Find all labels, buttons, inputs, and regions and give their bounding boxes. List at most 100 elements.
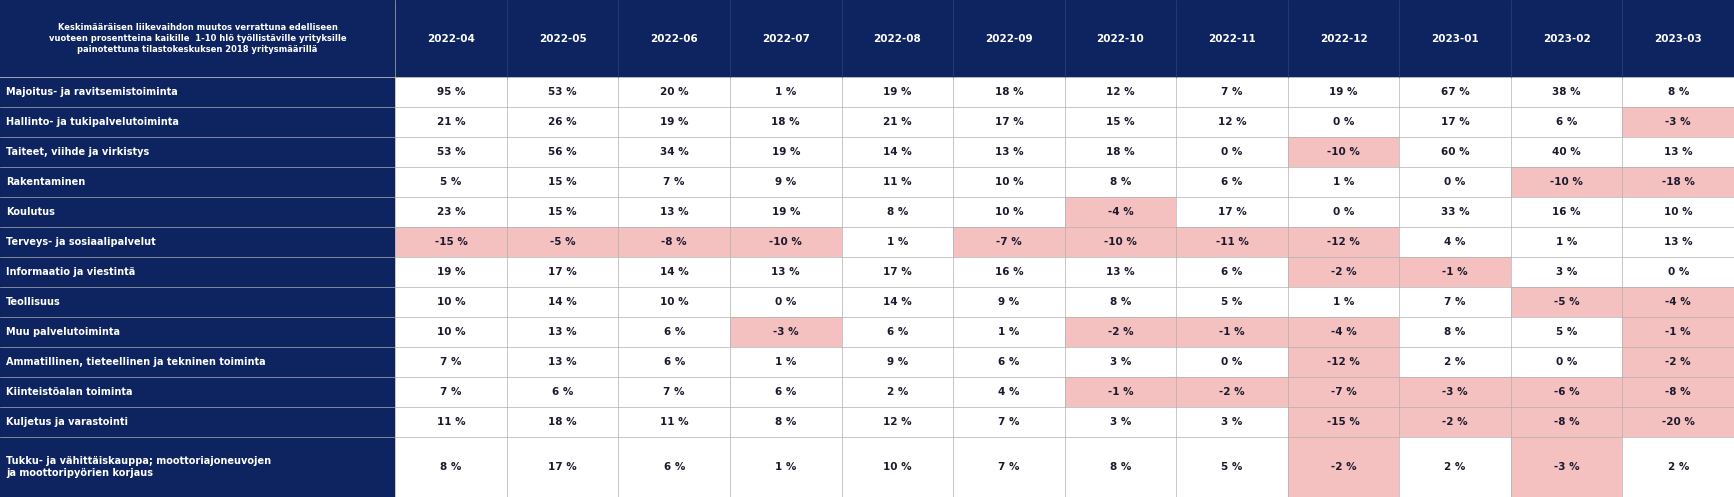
Text: 2 %: 2 % xyxy=(1668,462,1689,472)
Bar xyxy=(1176,227,1288,257)
Text: 19 %: 19 % xyxy=(883,87,912,97)
Text: 10 %: 10 % xyxy=(661,297,688,307)
Bar xyxy=(1399,257,1510,287)
Bar xyxy=(1176,197,1288,227)
Text: Rakentaminen: Rakentaminen xyxy=(5,177,85,187)
Bar xyxy=(0,107,395,137)
Text: 10 %: 10 % xyxy=(883,462,912,472)
Text: 7 %: 7 % xyxy=(999,417,1020,427)
Text: 1 %: 1 % xyxy=(1333,297,1354,307)
Text: 5 %: 5 % xyxy=(1555,327,1578,337)
Bar xyxy=(0,167,395,197)
Bar xyxy=(395,107,506,137)
Text: 14 %: 14 % xyxy=(883,147,912,157)
Bar xyxy=(954,287,1065,317)
Text: 15 %: 15 % xyxy=(548,177,577,187)
Bar xyxy=(1510,407,1623,437)
Bar xyxy=(0,437,395,497)
Bar xyxy=(1623,317,1734,347)
Text: -2 %: -2 % xyxy=(1665,357,1691,367)
Text: 11 %: 11 % xyxy=(883,177,912,187)
Text: -8 %: -8 % xyxy=(1665,387,1691,397)
Text: Koulutus: Koulutus xyxy=(5,207,55,217)
Bar xyxy=(1288,137,1399,167)
Bar xyxy=(730,437,841,497)
Bar xyxy=(1288,437,1399,497)
Bar xyxy=(954,167,1065,197)
Text: 7 %: 7 % xyxy=(664,387,685,397)
Bar xyxy=(0,287,395,317)
Bar xyxy=(619,167,730,197)
Text: 10 %: 10 % xyxy=(437,327,465,337)
Text: 14 %: 14 % xyxy=(548,297,577,307)
Bar xyxy=(954,377,1065,407)
Bar xyxy=(506,377,619,407)
Bar xyxy=(1510,227,1623,257)
Text: Kuljetus ja varastointi: Kuljetus ja varastointi xyxy=(5,417,128,427)
Bar xyxy=(395,257,506,287)
Bar xyxy=(619,227,730,257)
Text: 3 %: 3 % xyxy=(1110,357,1131,367)
Text: 23 %: 23 % xyxy=(437,207,465,217)
Text: 1 %: 1 % xyxy=(775,87,796,97)
Text: 26 %: 26 % xyxy=(548,117,577,127)
Bar xyxy=(730,137,841,167)
Bar xyxy=(1065,377,1176,407)
Text: Muu palvelutoiminta: Muu palvelutoiminta xyxy=(5,327,120,337)
Bar xyxy=(841,377,954,407)
Text: 4 %: 4 % xyxy=(1444,237,1465,247)
Text: 0 %: 0 % xyxy=(1333,207,1354,217)
Text: 56 %: 56 % xyxy=(548,147,577,157)
Bar xyxy=(1623,407,1734,437)
Text: 5 %: 5 % xyxy=(1221,462,1243,472)
Bar xyxy=(395,347,506,377)
Bar xyxy=(395,77,506,107)
Text: 1 %: 1 % xyxy=(886,237,909,247)
Text: 2022-12: 2022-12 xyxy=(1320,33,1368,44)
Text: 33 %: 33 % xyxy=(1441,207,1469,217)
Bar xyxy=(1399,317,1510,347)
Text: -2 %: -2 % xyxy=(1443,417,1469,427)
Text: 10 %: 10 % xyxy=(995,207,1023,217)
Bar xyxy=(954,407,1065,437)
Text: 6 %: 6 % xyxy=(1221,177,1243,187)
Text: Majoitus- ja ravitsemistoiminta: Majoitus- ja ravitsemistoiminta xyxy=(5,87,179,97)
Bar xyxy=(1623,107,1734,137)
Bar xyxy=(1176,287,1288,317)
Text: 18 %: 18 % xyxy=(772,117,799,127)
Bar xyxy=(730,197,841,227)
Text: 2 %: 2 % xyxy=(1444,357,1465,367)
Text: 53 %: 53 % xyxy=(437,147,465,157)
Bar xyxy=(619,347,730,377)
Text: -5 %: -5 % xyxy=(550,237,576,247)
Text: 1 %: 1 % xyxy=(775,462,796,472)
Bar xyxy=(1288,167,1399,197)
Text: -10 %: -10 % xyxy=(1105,237,1138,247)
Text: 0 %: 0 % xyxy=(1555,357,1578,367)
Bar xyxy=(1176,107,1288,137)
Text: 0 %: 0 % xyxy=(775,297,796,307)
Text: 6 %: 6 % xyxy=(775,387,796,397)
Bar xyxy=(0,377,395,407)
Bar xyxy=(954,77,1065,107)
Text: 8 %: 8 % xyxy=(1110,462,1131,472)
Text: 7 %: 7 % xyxy=(664,177,685,187)
Text: Informaatio ja viestintä: Informaatio ja viestintä xyxy=(5,267,135,277)
Text: -3 %: -3 % xyxy=(1443,387,1469,397)
Text: 8 %: 8 % xyxy=(886,207,909,217)
Text: 5 %: 5 % xyxy=(440,177,461,187)
Bar xyxy=(841,257,954,287)
Text: 8 %: 8 % xyxy=(1668,87,1689,97)
Bar xyxy=(1399,167,1510,197)
Bar xyxy=(1510,107,1623,137)
Text: 8 %: 8 % xyxy=(775,417,796,427)
Text: 6 %: 6 % xyxy=(1555,117,1578,127)
Text: -3 %: -3 % xyxy=(1554,462,1580,472)
Bar xyxy=(0,317,395,347)
Bar xyxy=(619,107,730,137)
Bar xyxy=(1623,437,1734,497)
Bar xyxy=(619,197,730,227)
Text: 9 %: 9 % xyxy=(886,357,909,367)
Bar xyxy=(954,197,1065,227)
Bar xyxy=(506,437,619,497)
